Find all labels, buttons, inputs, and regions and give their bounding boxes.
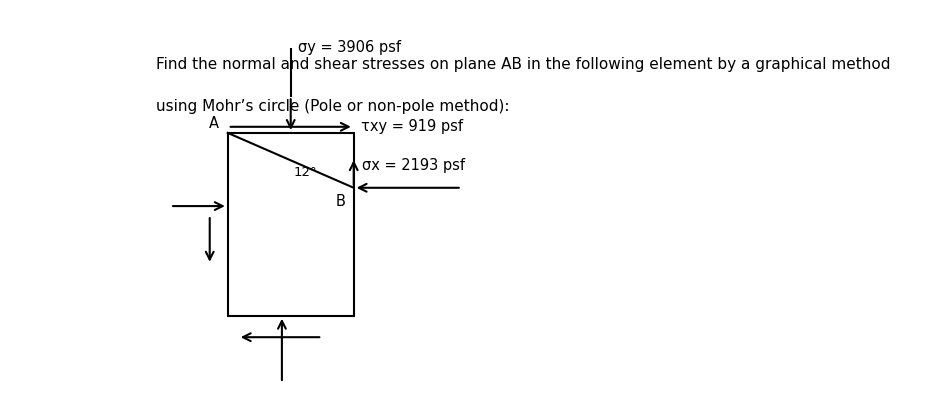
- Text: B: B: [335, 194, 344, 209]
- Text: 12°: 12°: [293, 166, 316, 179]
- Text: using Mohr’s circle (Pole or non-pole method):: using Mohr’s circle (Pole or non-pole me…: [156, 99, 509, 114]
- Text: σx = 2193 psf: σx = 2193 psf: [362, 158, 465, 173]
- Text: σy = 3906 psf: σy = 3906 psf: [298, 40, 401, 55]
- Text: Find the normal and shear stresses on plane AB in the following element by a gra: Find the normal and shear stresses on pl…: [156, 57, 889, 72]
- Bar: [227, 133, 354, 316]
- Text: A: A: [209, 116, 219, 131]
- Text: τxy = 919 psf: τxy = 919 psf: [360, 119, 462, 134]
